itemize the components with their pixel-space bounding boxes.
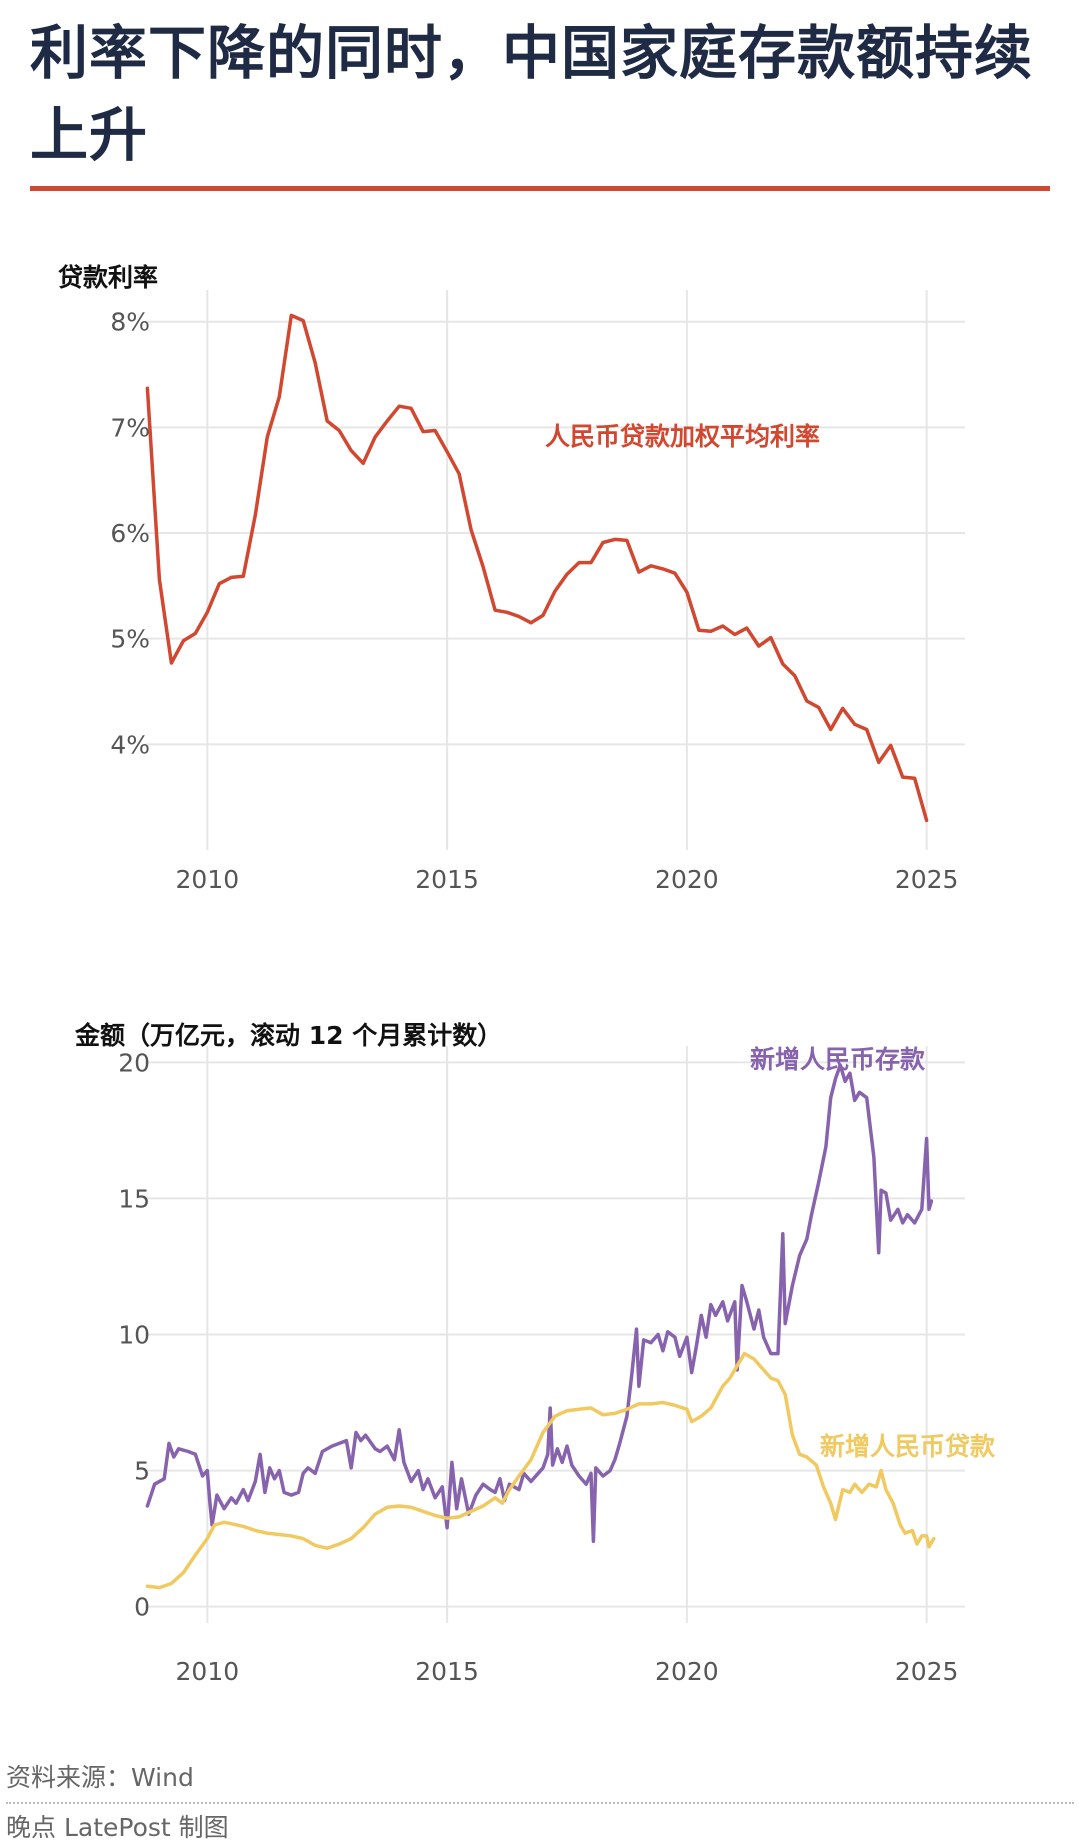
- rate-xtick-label: 2015: [415, 865, 479, 894]
- amount-ytick-label: 5: [134, 1457, 150, 1486]
- amount-ytick-label: 10: [118, 1321, 150, 1350]
- amount-ytick-label: 20: [118, 1048, 150, 1077]
- deposit-loan-chart: 0 5 10 15 20 2010 2015 2020 2025 金额（万亿元，滚动 12 个月累…: [74, 1021, 996, 1686]
- rate-ytick-label: 6%: [110, 519, 150, 548]
- title-divider: [30, 186, 1050, 191]
- interest-rate-chart: 4% 5% 6% 7% 8% 2010 2015 2020 2025 贷款利率人民币贷款加权平均利…: [58, 263, 965, 894]
- credit-note: 晚点 LatePost 制图: [6, 1813, 229, 1842]
- amount-series-line-1: [145, 1351, 936, 1590]
- amount-xtick-label: 2020: [655, 1657, 719, 1686]
- amount-ytick-label: 15: [118, 1184, 150, 1213]
- rate-xtick-label: 2020: [655, 865, 719, 894]
- dotted-divider: [6, 1802, 1074, 1804]
- rate-series-label-0: 人民币贷款加权平均利率: [545, 422, 820, 451]
- page-title: 利率下降的同时，中国家庭存款额持续上升: [30, 19, 1034, 169]
- rate-ytick-label: 4%: [110, 730, 150, 759]
- amount-y-axis-label: 金额（万亿元，滚动 12 个月累计数）: [74, 1021, 502, 1050]
- rate-series-line-0: [145, 313, 929, 823]
- amount-xtick-label: 2025: [895, 1657, 959, 1686]
- amount-ytick-label: 0: [134, 1593, 150, 1622]
- rate-ytick-label: 8%: [110, 308, 150, 337]
- amount-xtick-label: 2015: [415, 1657, 479, 1686]
- rate-xtick-label: 2025: [895, 865, 959, 894]
- amount-xtick-label: 2010: [176, 1657, 240, 1686]
- source-note: 资料来源：Wind: [6, 1763, 194, 1792]
- amount-series-line-0: [145, 1063, 934, 1544]
- rate-y-axis-label: 贷款利率: [58, 263, 158, 292]
- rate-ytick-label: 7%: [110, 413, 150, 442]
- rate-xtick-label: 2010: [176, 865, 240, 894]
- rate-ytick-label: 5%: [110, 625, 150, 654]
- amount-series-label-1: 新增人民币贷款: [820, 1432, 996, 1461]
- amount-series-label-0: 新增人民币存款: [750, 1045, 926, 1074]
